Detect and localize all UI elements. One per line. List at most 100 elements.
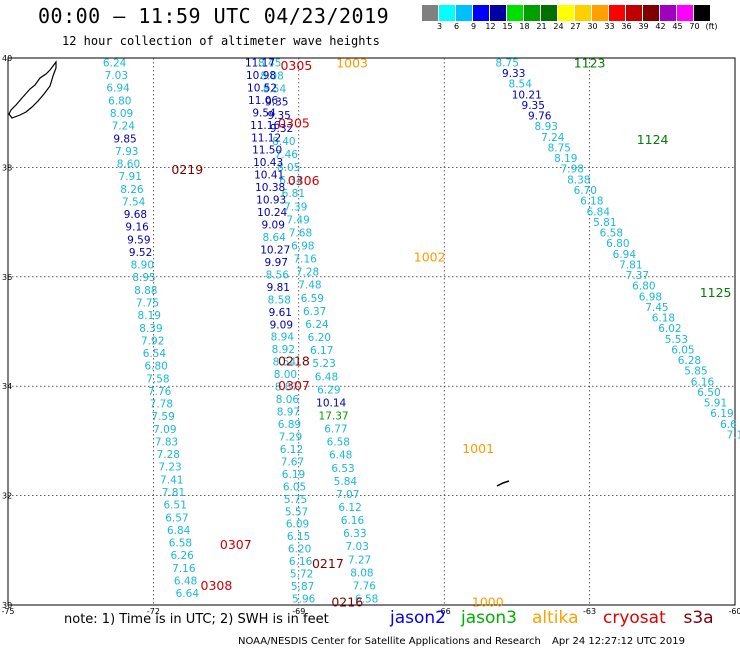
wave-height-value: 6.17 — [310, 345, 333, 357]
wave-height-value: 5.91 — [704, 398, 727, 410]
wave-height-value: 7.93 — [115, 146, 138, 158]
wave-height-value: 9.76 — [528, 111, 552, 123]
color-legend — [422, 5, 711, 21]
legend-swatch — [507, 5, 524, 21]
wave-height-value: 6.48 — [315, 371, 338, 383]
map-subtitle: 12 hour collection of altimeter wave hei… — [62, 34, 380, 48]
wave-height-value: 8.40 — [272, 136, 295, 148]
wave-height-value: 10.43 — [253, 157, 283, 169]
wave-height-value: 10.14 — [316, 397, 346, 409]
wave-height-value: 9.32 — [270, 123, 293, 135]
wave-height-value: 10.41 — [254, 170, 284, 182]
wave-height-value: 5.96 — [292, 594, 316, 606]
wave-height-value: 7.58 — [146, 373, 169, 385]
wave-height-value: 6.53 — [331, 463, 354, 475]
pass-time-label: 0307 — [220, 537, 252, 552]
pass-time-label: 1002 — [414, 250, 446, 265]
wave-height-value: 8.88 — [134, 285, 157, 297]
wave-height-value: 9.09 — [262, 220, 285, 232]
wave-height-value: 6.16 — [289, 556, 313, 568]
legend-swatch — [490, 5, 507, 21]
wave-height-value: 7.28 — [296, 267, 319, 279]
legend-label: 6 — [453, 22, 460, 31]
wave-height-value: 6.29 — [317, 384, 340, 396]
wave-height-value: 7.27 — [348, 554, 371, 566]
wave-height-value: 7.16 — [293, 254, 317, 266]
wave-height-value: 8.60 — [117, 159, 140, 171]
island — [496, 480, 510, 487]
wave-height-value: 9.09 — [270, 319, 293, 331]
wave-height-value: 8.87 — [275, 382, 298, 394]
color-legend-labels: 3 6 9 12 15 18 21 24 27 30 33 36 39 42 45 70 (ft) — [422, 22, 740, 34]
legend-swatch — [456, 5, 473, 21]
wave-height-value: 11.16 — [250, 120, 280, 132]
wave-height-value: 11.06 — [248, 95, 278, 107]
legend-swatch — [643, 5, 660, 21]
wave-height-value: 6.77 — [324, 424, 347, 436]
wave-height-value: 11.50 — [252, 145, 282, 157]
legend-label: 15 — [502, 22, 513, 31]
wave-height-value: 8.97 — [277, 407, 300, 419]
wave-height-value: 6.58 — [355, 594, 378, 606]
pass-time-label: 0219 — [171, 162, 203, 177]
wave-height-value: 8.58 — [268, 294, 291, 306]
pass-time-label: 1000 — [472, 594, 504, 609]
wave-height-value: 6.19 — [282, 469, 305, 481]
x-tick-label: -75 — [1, 607, 14, 616]
wave-height-value: 6.12 — [280, 444, 303, 456]
wave-height-value: 6.64 — [176, 588, 200, 600]
wave-height-value: 6.98 — [639, 291, 662, 303]
coastline — [8, 60, 57, 119]
legend-swatch — [473, 5, 490, 21]
wave-height-value: 5.81 — [593, 217, 616, 229]
legend-swatch — [609, 5, 626, 21]
pass-time-label: 0308 — [201, 578, 233, 593]
wave-height-value: 6.89 — [278, 419, 301, 431]
legend-swatch — [677, 5, 694, 21]
wave-height-value: 9.52 — [129, 247, 152, 259]
wave-height-value: 8.95 — [132, 272, 155, 284]
wave-height-value: 7.37 — [626, 270, 649, 282]
wave-height-value: 8.26 — [120, 184, 144, 196]
wave-height-value: 10.24 — [257, 207, 287, 219]
legend-label: 9 — [470, 22, 477, 31]
wave-height-value: 7.45 — [645, 302, 668, 314]
legend-label: 12 — [485, 22, 496, 31]
wave-height-value: 7.28 — [157, 449, 180, 461]
wave-height-value: 6.02 — [658, 323, 681, 335]
wave-height-value: 8.45 — [258, 57, 281, 69]
legend-label: 36 — [621, 22, 632, 31]
wave-height-value: 7.91 — [119, 171, 142, 183]
wave-height-value: 8.05 — [277, 162, 300, 174]
wave-height-value: 6.84 — [167, 525, 191, 537]
wave-height-value: 7.29 — [279, 431, 302, 443]
legend-label: 45 — [672, 22, 683, 31]
wave-height-value: 8.08 — [260, 71, 283, 83]
wave-height-value: 7.68 — [289, 227, 312, 239]
wave-height-value: 7.39 — [284, 201, 307, 213]
wave-height-value: 7.07 — [336, 489, 359, 501]
x-tick-label: -69 — [292, 607, 305, 616]
y-tick-label: 32 — [2, 492, 12, 501]
wave-height-value: 8.92 — [272, 344, 295, 356]
wave-height-value: 6.20 — [288, 544, 311, 556]
x-tick-label: -63 — [583, 607, 596, 616]
wave-height-value: 6.18 — [580, 196, 603, 208]
wave-height-value: 8.56 — [266, 269, 290, 281]
wave-height-value: 6.70 — [574, 185, 597, 197]
legend-swatch — [626, 5, 643, 21]
y-tick-label: 34 — [2, 382, 12, 391]
wave-height-value: 6.58 — [600, 228, 623, 240]
wave-height-value: 7.09 — [153, 424, 176, 436]
wave-height-value: 9.16 — [125, 222, 149, 234]
wave-height-value: 6.57 — [165, 512, 188, 524]
wave-height-value: 6.98 — [291, 241, 314, 253]
wave-height-value: 7.83 — [155, 436, 178, 448]
wave-height-value: 9.97 — [265, 257, 288, 269]
wave-height-value: 5.85 — [684, 366, 707, 378]
wave-height-value: 6.54 — [143, 348, 167, 360]
legend-label: 33 — [604, 22, 615, 31]
wave-height-value: 8.64 — [263, 232, 287, 244]
y-tick-label: 30 — [2, 601, 12, 610]
